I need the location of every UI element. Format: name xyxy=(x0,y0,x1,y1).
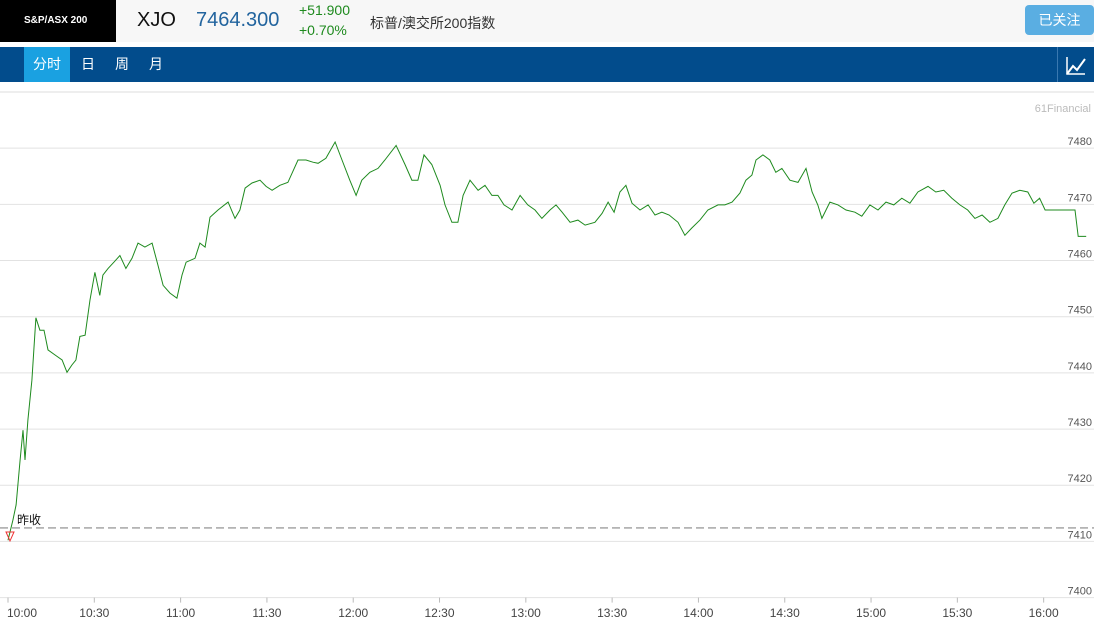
x-tick-label: 16:00 xyxy=(1029,606,1059,620)
x-tick-label: 10:00 xyxy=(7,606,37,620)
x-tick-label: 15:30 xyxy=(942,606,972,620)
header: S&P/ASX 200 XJO 7464.300 +51.900 +0.70% … xyxy=(0,0,1094,42)
watermark: 61Financial xyxy=(1035,103,1091,115)
prev-close-label: 昨收 xyxy=(17,513,41,527)
x-tick-label: 12:30 xyxy=(425,606,455,620)
x-tick-label: 11:30 xyxy=(252,606,281,620)
chart-icon[interactable] xyxy=(1057,47,1094,82)
y-tick-label: 7480 xyxy=(1068,136,1092,148)
y-tick-label: 7460 xyxy=(1068,249,1092,261)
tab[interactable]: 日 xyxy=(81,56,95,72)
price: 7464.300 xyxy=(196,9,280,31)
tab[interactable]: 月 xyxy=(149,56,163,72)
y-tick-label: 7470 xyxy=(1068,192,1092,204)
x-tick-label: 13:00 xyxy=(511,606,541,620)
x-tick-label: 11:00 xyxy=(166,606,195,620)
start-marker xyxy=(5,531,15,543)
change-pct: +0.70% xyxy=(299,22,347,38)
y-tick-label: 7440 xyxy=(1068,361,1092,373)
x-tick-label: 10:30 xyxy=(79,606,109,620)
tab[interactable]: 分时 xyxy=(24,47,70,82)
x-tick-label: 15:00 xyxy=(856,606,886,620)
x-tick-label: 13:30 xyxy=(597,606,627,620)
y-tick-label: 7430 xyxy=(1068,417,1092,429)
x-tick-label: 14:30 xyxy=(770,606,800,620)
index-name: 标普/澳交所200指数 xyxy=(370,15,496,31)
price-line xyxy=(7,140,1087,541)
tab[interactable]: 周 xyxy=(115,56,129,72)
y-tick-label: 7450 xyxy=(1068,305,1092,317)
symbol: XJO xyxy=(137,9,176,31)
x-tick-label: 14:00 xyxy=(683,606,713,620)
y-tick-label: 7420 xyxy=(1068,473,1092,485)
change: +51.900 xyxy=(299,2,350,18)
x-tick-label: 12:00 xyxy=(338,606,368,620)
tab-bar: 分时 日 周 月 xyxy=(0,47,1094,82)
logo: S&P/ASX 200 xyxy=(0,0,116,42)
y-tick-label: 7410 xyxy=(1068,529,1092,541)
y-tick-label: 7400 xyxy=(1068,586,1092,598)
follow-button[interactable]: 已关注 xyxy=(1025,5,1094,35)
